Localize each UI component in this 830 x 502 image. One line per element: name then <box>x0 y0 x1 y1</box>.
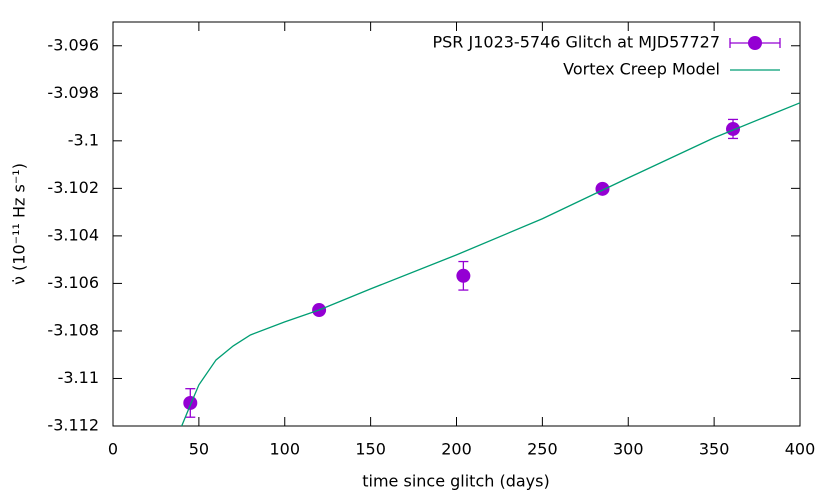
x-tick-label: 100 <box>269 440 300 459</box>
y-tick-label: -3.102 <box>47 178 99 197</box>
x-tick-label: 250 <box>527 440 558 459</box>
data-point <box>726 121 741 136</box>
x-axis-label: time since glitch (days) <box>362 472 549 491</box>
plot-frame <box>112 21 801 427</box>
y-tick-label: -3.108 <box>47 320 99 339</box>
model-line <box>181 102 801 427</box>
data-point <box>456 268 471 283</box>
y-tick-label: -3.106 <box>47 273 99 292</box>
x-tick-label: 200 <box>441 440 472 459</box>
data-point <box>595 181 610 196</box>
y-tick-label: -3.112 <box>47 416 99 435</box>
y-tick-label: -3.11 <box>58 368 99 387</box>
x-tick-label: 50 <box>189 440 209 459</box>
x-tick-label: 400 <box>785 440 816 459</box>
x-tick-label: 300 <box>613 440 644 459</box>
data-point <box>183 395 198 410</box>
legend-label: Vortex Creep Model <box>563 60 720 79</box>
y-axis-label: ν̇ (10⁻¹¹ Hz s⁻¹) <box>10 163 29 285</box>
legend-sample <box>748 36 762 50</box>
x-tick-label: 350 <box>699 440 730 459</box>
x-tick-label: 150 <box>355 440 386 459</box>
y-tick-label: -3.098 <box>47 83 99 102</box>
legend-label: PSR J1023-5746 Glitch at MJD57727 <box>432 33 720 52</box>
y-tick-label: -3.1 <box>68 130 99 149</box>
y-tick-label: -3.104 <box>47 225 99 244</box>
y-tick-label: -3.096 <box>47 35 99 54</box>
x-tick-label: 0 <box>108 440 118 459</box>
